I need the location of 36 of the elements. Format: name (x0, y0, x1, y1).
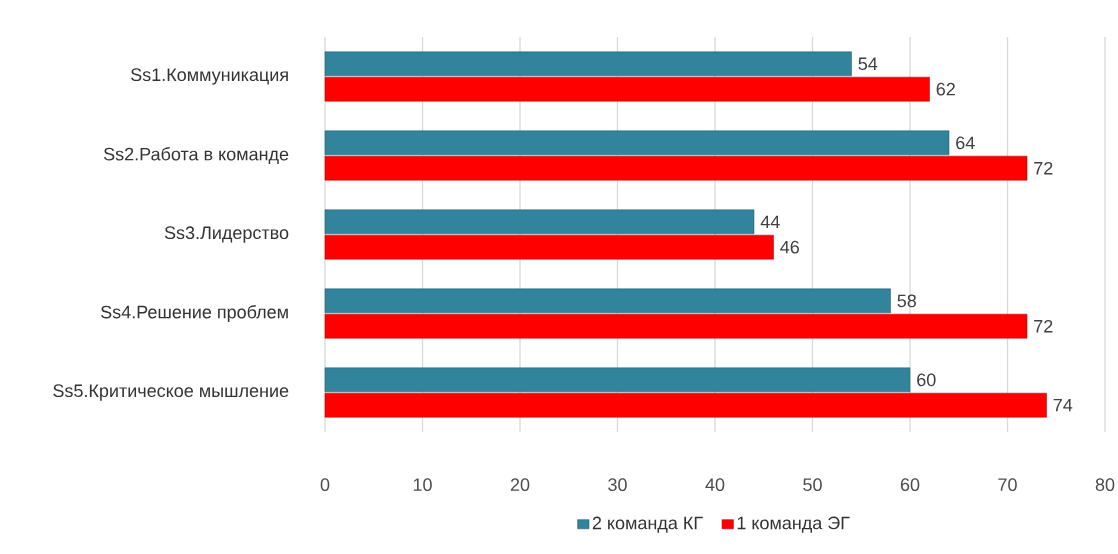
x-tick-label: 20 (510, 478, 530, 492)
data-label: 62 (936, 82, 955, 96)
x-tick-label: 60 (900, 478, 920, 492)
data-label: 54 (858, 57, 878, 71)
data-label: 72 (1034, 161, 1053, 175)
y-tick-label: Ss2.Работа в команде (103, 147, 289, 164)
bar (324, 288, 891, 314)
x-tick-label: 10 (413, 478, 432, 492)
data-label: 64 (956, 136, 975, 150)
x-tick-label: 40 (705, 478, 725, 492)
data-label: 44 (760, 215, 780, 229)
bar (324, 209, 755, 235)
data-label: 46 (780, 240, 799, 254)
y-tick-label: Ss1.Коммуникация (131, 68, 288, 85)
x-tick-label: 70 (998, 478, 1017, 492)
data-label: 60 (917, 373, 936, 387)
bar (324, 313, 1028, 339)
x-tick-label: 50 (803, 478, 822, 492)
y-tick-label: Ss4.Решение проблем (101, 305, 288, 322)
legend-label: 2 команда КГ (592, 516, 703, 533)
data-label: 58 (897, 294, 916, 308)
y-tick-label: Ss5.Критическое мышление (53, 384, 289, 401)
legend-label: 1 команда ЭГ (737, 516, 850, 533)
bar (324, 130, 950, 156)
bar (324, 234, 774, 260)
y-tick-label: Ss3.Лидерство (164, 226, 289, 243)
bar (324, 367, 911, 393)
bar (324, 392, 1047, 418)
x-tick-label: 30 (608, 478, 627, 492)
bar (324, 155, 1028, 181)
data-label: 74 (1053, 398, 1073, 412)
x-tick-label: 80 (1095, 478, 1115, 492)
data-label: 72 (1034, 319, 1053, 333)
bar (324, 51, 852, 77)
bar (324, 76, 930, 102)
x-tick-label: 0 (320, 478, 330, 492)
